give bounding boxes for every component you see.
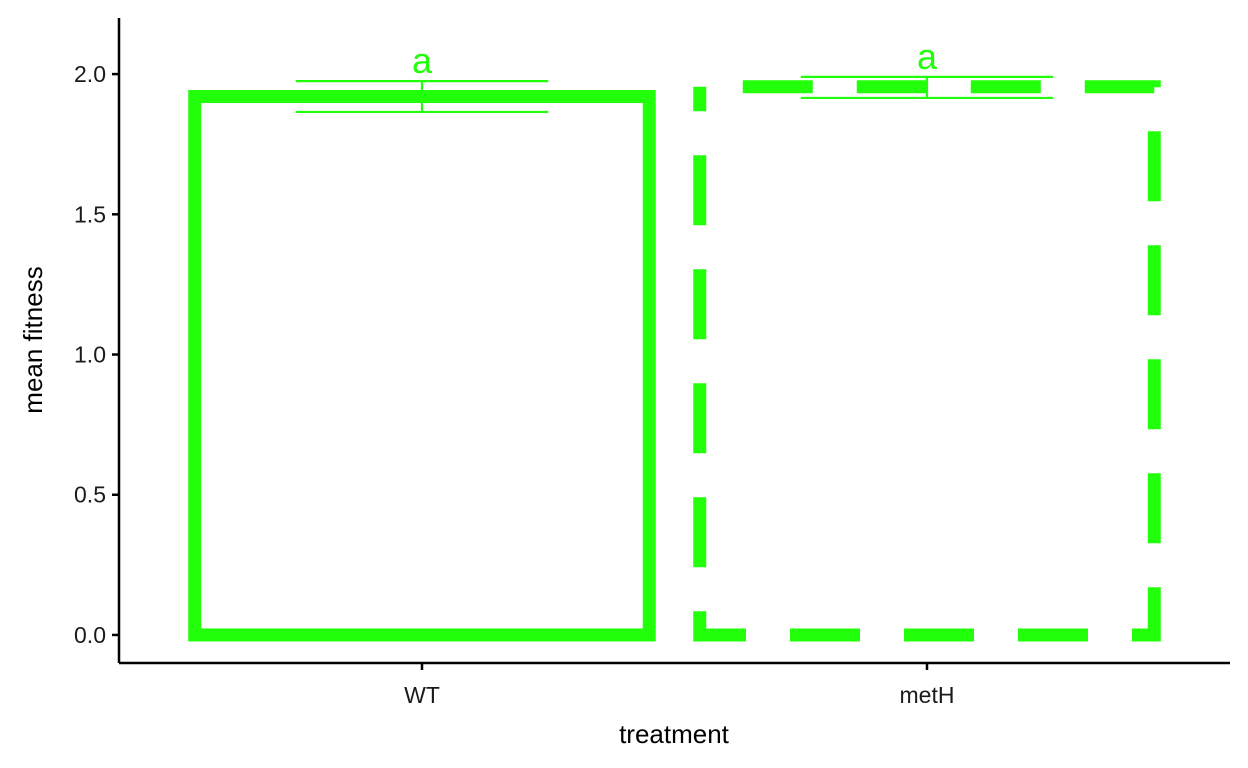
- x-ticks-layer: WT metH: [404, 663, 954, 708]
- y-tick-label: 0.5: [74, 482, 106, 508]
- axes-layer: [117, 18, 1230, 665]
- error-bar-wt: [295, 79, 549, 114]
- y-tick-label: 1.5: [74, 201, 106, 227]
- x-tick-label-meth: metH: [900, 682, 955, 708]
- significance-label-meth: a: [917, 36, 938, 77]
- y-tick-label: 2.0: [74, 61, 106, 87]
- x-axis-title: treatment: [619, 719, 730, 749]
- y-axis-title: mean fitness: [18, 266, 48, 413]
- error-bar-meth: [800, 75, 1054, 100]
- bar-wt: [188, 90, 656, 642]
- bars-layer: [188, 80, 1161, 642]
- y-tick-label: 0.0: [74, 622, 106, 648]
- x-tick-label-wt: WT: [404, 682, 440, 708]
- error-bars-layer: [295, 75, 1054, 114]
- significance-label-wt: a: [412, 40, 433, 81]
- bar-meth: [693, 80, 1161, 642]
- y-tick-label: 1.0: [74, 342, 106, 368]
- y-ticks-layer: 0.0 0.5 1.0 1.5 2.0: [74, 61, 119, 648]
